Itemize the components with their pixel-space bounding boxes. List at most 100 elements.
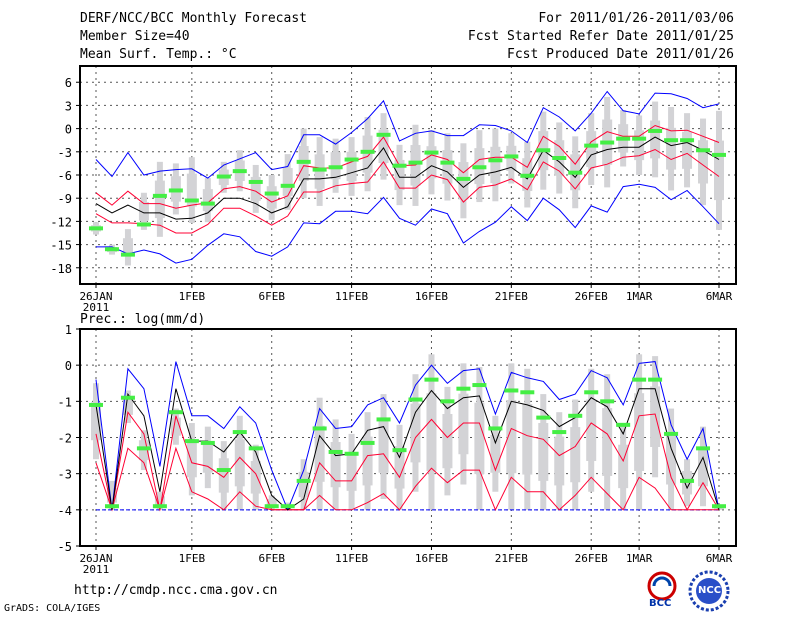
range-box xyxy=(282,168,293,196)
climate-marker xyxy=(696,446,711,451)
range-box xyxy=(682,131,693,169)
climate-marker xyxy=(504,388,519,393)
x-tick-label: 11FEB xyxy=(335,552,368,565)
range-box xyxy=(634,130,645,161)
climate-marker xyxy=(536,415,551,420)
series-lower xyxy=(95,446,719,512)
range-box xyxy=(154,180,165,219)
climate-marker xyxy=(184,198,199,203)
climate-marker xyxy=(376,132,391,137)
climate-marker xyxy=(312,426,327,431)
climate-marker xyxy=(408,160,423,165)
range-box xyxy=(346,452,357,491)
range-box xyxy=(234,439,245,487)
y-tick-label: -2 xyxy=(58,432,72,446)
x-tick-label: 1FEB xyxy=(179,552,206,565)
climate-marker xyxy=(216,174,231,179)
climate-marker xyxy=(392,448,407,453)
climate-marker xyxy=(648,377,663,382)
series-upper xyxy=(95,410,720,511)
x-tick-label: 6MAR xyxy=(706,552,733,565)
series-mean xyxy=(95,136,720,220)
range-box xyxy=(586,399,597,462)
x-tick-label: 6FEB xyxy=(258,552,285,565)
climate-marker xyxy=(376,417,391,422)
range-box xyxy=(586,131,597,168)
climate-marker xyxy=(280,504,295,509)
climate-marker xyxy=(344,451,359,456)
forecast-start-date: Fcst Started Refer Date 2011/01/25 xyxy=(467,29,734,44)
plot-frame xyxy=(79,65,737,285)
climate-marker xyxy=(312,167,327,172)
climate-marker xyxy=(648,128,663,133)
climate-marker xyxy=(584,143,599,148)
range-box xyxy=(458,393,469,455)
series-max xyxy=(95,90,720,179)
climate-marker xyxy=(344,157,359,162)
range-box xyxy=(202,189,213,212)
range-box xyxy=(394,446,405,489)
x-tick-label: 26JAN xyxy=(79,290,112,303)
y-tick-label: -9 xyxy=(58,192,72,206)
y-tick-label: 1 xyxy=(65,323,72,337)
range-box xyxy=(410,403,421,463)
range-box xyxy=(250,461,261,494)
climate-marker xyxy=(440,399,455,404)
climate-marker xyxy=(360,149,375,154)
x-tick-label: 21FEB xyxy=(495,290,528,303)
series-max xyxy=(95,361,720,512)
range-box xyxy=(186,173,197,207)
range-box xyxy=(634,393,645,471)
climate-marker xyxy=(456,386,471,391)
range-box xyxy=(266,186,277,209)
x-tick-label: 16FEB xyxy=(415,290,448,303)
range-box xyxy=(522,404,533,475)
y-tick-label: 0 xyxy=(65,359,72,373)
climate-marker xyxy=(168,410,183,415)
climate-marker xyxy=(712,152,726,157)
climate-marker xyxy=(152,504,167,509)
x-tick-sublabel: 2011 xyxy=(83,301,110,314)
climate-marker xyxy=(392,163,407,168)
range-box xyxy=(202,442,213,473)
range-box xyxy=(170,417,181,436)
climate-marker xyxy=(520,390,535,395)
range-box xyxy=(330,442,341,488)
range-box xyxy=(154,496,165,506)
climate-marker xyxy=(104,247,119,252)
range-box xyxy=(122,398,133,415)
range-box xyxy=(666,127,677,170)
ncc-logo: NCC xyxy=(686,570,732,612)
climate-marker xyxy=(472,383,487,388)
range-box xyxy=(426,393,437,471)
y-tick-label: -18 xyxy=(50,262,72,276)
y-tick-label: -4 xyxy=(58,504,72,518)
climate-marker xyxy=(248,179,263,184)
member-size: Member Size=40 xyxy=(80,29,190,44)
range-box xyxy=(442,413,453,469)
climate-marker xyxy=(360,440,375,445)
climate-marker xyxy=(680,138,695,143)
climate-marker xyxy=(264,191,279,196)
climate-marker xyxy=(152,193,167,198)
range-box xyxy=(298,471,309,498)
x-tick-label: 1MAR xyxy=(626,552,653,565)
range-box xyxy=(698,446,709,487)
range-box xyxy=(186,441,197,478)
range-box xyxy=(266,498,277,507)
ncc-logo-text: NCC xyxy=(698,585,722,596)
range-box xyxy=(602,408,613,476)
climate-marker xyxy=(89,402,103,407)
climate-marker xyxy=(600,399,615,404)
range-box xyxy=(250,176,261,201)
climate-marker xyxy=(536,148,551,153)
range-box xyxy=(554,436,565,486)
range-box xyxy=(490,434,501,473)
y-tick-label: -3 xyxy=(58,146,72,160)
x-tick-label: 21FEB xyxy=(495,552,528,565)
x-tick-sublabel: 2011 xyxy=(83,563,110,576)
x-tick-label: 11FEB xyxy=(335,290,368,303)
climate-marker xyxy=(632,377,647,382)
climate-marker xyxy=(696,148,711,153)
